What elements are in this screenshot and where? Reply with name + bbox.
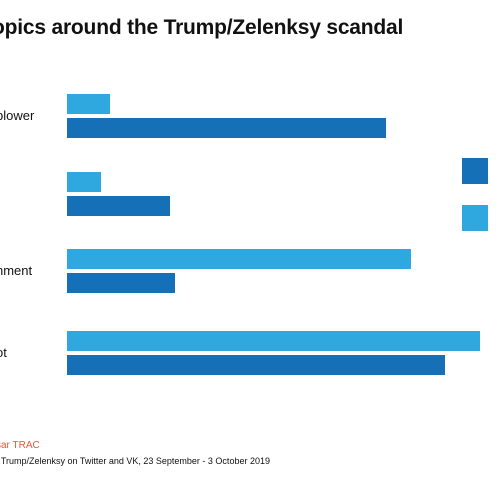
legend-swatch-1: [462, 205, 488, 231]
category-labels-group: blower nment ot: [0, 108, 35, 360]
bar-dark-3: [67, 355, 445, 375]
bar-dark-1: [67, 196, 170, 216]
source-label: sar TRAC: [0, 440, 40, 451]
footnote: f Trump/Zelenksy on Twitter and VK, 23 S…: [0, 456, 270, 466]
category-label-2: nment: [0, 263, 33, 278]
bar-light-1: [67, 172, 101, 192]
legend-swatch-0: [462, 158, 488, 184]
bar-chart: blower nment ot: [0, 94, 488, 375]
legend: [462, 158, 488, 231]
bars-group: [67, 94, 480, 375]
bar-dark-2: [67, 273, 175, 293]
category-label-3: ot: [0, 345, 7, 360]
bar-light-0: [67, 94, 110, 114]
bar-light-2: [67, 249, 411, 269]
bar-dark-0: [67, 118, 386, 138]
bar-light-3: [67, 331, 480, 351]
category-label-0: blower: [0, 108, 35, 123]
chart-title: opics around the Trump/Zelenksy scandal: [0, 16, 404, 39]
